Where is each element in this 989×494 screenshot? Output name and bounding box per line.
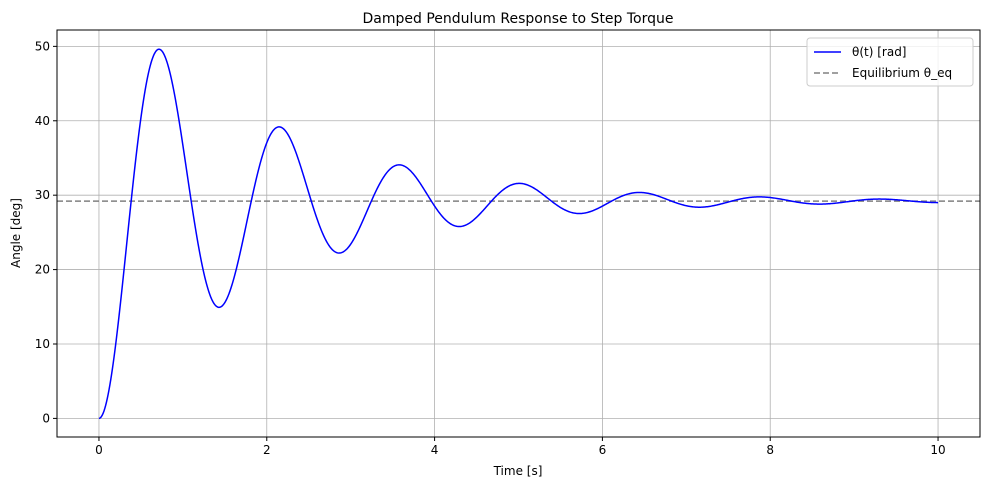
legend-label-equilibrium: Equilibrium θ_eq <box>852 66 952 80</box>
y-tick-label: 10 <box>35 337 50 351</box>
y-tick-label: 20 <box>35 263 50 277</box>
y-tick-label: 30 <box>35 188 50 202</box>
grid <box>57 30 980 437</box>
plot-frame <box>56 29 981 438</box>
legend-label-theta: θ(t) [rad] <box>852 45 907 59</box>
x-tick-label: 0 <box>95 443 103 457</box>
x-axis-label: Time [s] <box>493 464 543 478</box>
x-tick-label: 2 <box>263 443 271 457</box>
x-tick-label: 10 <box>930 443 945 457</box>
x-tick-label: 4 <box>431 443 439 457</box>
y-tick-label: 40 <box>35 114 50 128</box>
theta-series-line <box>98 48 939 420</box>
chart-title: Damped Pendulum Response to Step Torque <box>362 11 673 27</box>
ticks: 0 2 4 6 8 10 0 10 20 30 40 50 <box>35 39 946 457</box>
legend: θ(t) [rad] Equilibrium θ_eq <box>806 37 974 87</box>
y-tick-label: 50 <box>35 39 50 53</box>
y-tick-label: 0 <box>42 411 50 425</box>
x-tick-label: 6 <box>599 443 607 457</box>
x-tick-label: 8 <box>766 443 774 457</box>
y-axis-label: Angle [deg] <box>9 198 23 268</box>
